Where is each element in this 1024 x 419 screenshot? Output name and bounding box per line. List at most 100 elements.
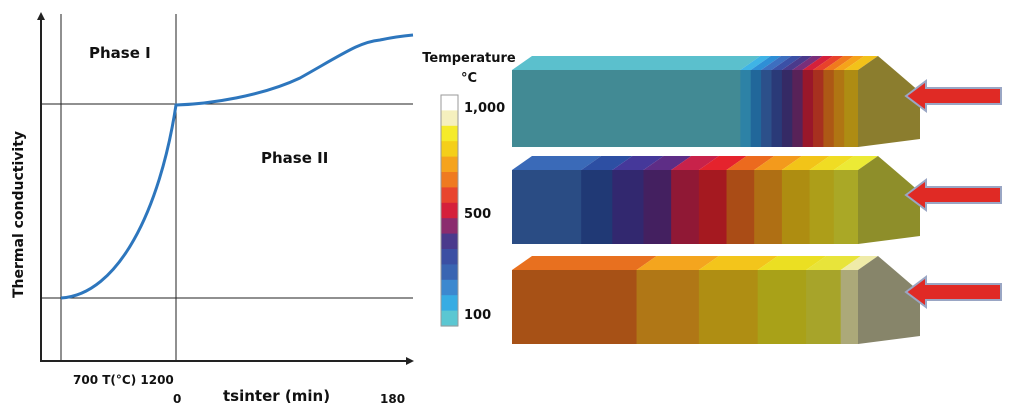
heat-arrow-icon <box>904 79 1002 113</box>
block-front-segment <box>792 70 804 147</box>
block-top-segment <box>833 56 865 70</box>
legend-bar-outline <box>440 94 459 327</box>
block-front-segment <box>781 70 793 147</box>
block-front-segment <box>643 170 672 244</box>
block-top-segment <box>781 156 830 170</box>
block-top-segment <box>809 156 854 170</box>
block-front-segment <box>844 70 859 147</box>
block-top-segment <box>643 156 692 170</box>
block-front-segment <box>757 270 807 344</box>
x-axis-end-label: 180 <box>380 392 405 406</box>
legend-unit: °C <box>461 71 477 86</box>
block-front-segment <box>512 270 638 344</box>
legend-color-bar <box>441 95 458 327</box>
block-front-segment <box>761 70 772 147</box>
x-axis-temperature-label: 700 T(°C) 1200 <box>73 373 174 387</box>
block-front-segment <box>740 70 752 147</box>
bottom-block <box>512 256 920 344</box>
legend-color-band <box>441 187 458 204</box>
temperature-legend: Temperature °C 1,000 500 100 <box>422 51 516 327</box>
x-axis-zero-label: 0 <box>173 392 181 406</box>
block-top-segment <box>840 256 878 270</box>
legend-tick-label: 1,000 <box>464 101 505 116</box>
block-front-segment <box>581 170 613 244</box>
block-front-segment <box>823 70 835 147</box>
legend-color-band <box>441 110 458 127</box>
block-top-segment <box>806 256 861 270</box>
block-front-segment <box>809 170 835 244</box>
conductivity-plot: Phase I Phase II Thermal conductivity 70… <box>11 12 414 406</box>
legend-color-band <box>441 310 458 327</box>
phase-1-label: Phase I <box>89 44 151 62</box>
legend-title: Temperature <box>422 51 516 66</box>
block-top-segment <box>802 56 834 70</box>
block-front-segment <box>612 170 644 244</box>
block-front-segment <box>771 70 783 147</box>
block-top-segment <box>813 56 844 70</box>
legend-color-band <box>441 264 458 281</box>
block-top-segment <box>740 56 771 70</box>
block-top-segment <box>754 156 802 170</box>
block-front-segment <box>636 270 700 344</box>
legend-color-band <box>441 125 458 142</box>
block-front-segment <box>813 70 824 147</box>
block-front-segment <box>781 170 811 244</box>
block-top-segment <box>757 256 827 270</box>
block-front-segment <box>512 70 741 147</box>
legend-color-band <box>441 279 458 296</box>
block-top-segment <box>781 56 813 70</box>
legend-color-band <box>441 249 458 265</box>
block-top-segment <box>512 56 761 70</box>
block-top-segment <box>823 56 854 70</box>
block-end-face <box>858 56 920 147</box>
block-front-segment <box>840 270 859 344</box>
block-top-segment <box>512 156 602 170</box>
block-top-segment <box>698 156 747 170</box>
block-top-segment <box>792 56 823 70</box>
block-front-segment <box>754 170 783 244</box>
y-axis-label: Thermal conductivity <box>11 131 27 298</box>
legend-color-band <box>441 202 458 219</box>
block-top-segment <box>844 56 878 70</box>
block-top-segment <box>671 156 719 170</box>
top-block <box>512 56 920 147</box>
legend-tick-label: 500 <box>464 207 491 222</box>
heat-arrows <box>904 79 1002 309</box>
block-front-segment <box>806 270 842 344</box>
block-top-segment <box>833 156 878 170</box>
block-top-segment <box>581 156 633 170</box>
block-end-face <box>858 156 920 244</box>
block-top-segment <box>512 256 657 270</box>
legend-color-band <box>441 172 458 188</box>
block-front-segment <box>750 70 762 147</box>
block-end-face <box>858 256 920 344</box>
block-front-segment <box>802 70 814 147</box>
legend-color-band <box>441 141 458 158</box>
block-top-segment <box>698 256 778 270</box>
block-front-segment <box>671 170 700 244</box>
x-axis-sinter-label: tsinter (min) <box>223 387 330 405</box>
block-front-segment <box>833 70 845 147</box>
block-top-segment <box>726 156 775 170</box>
block-front-segment <box>698 170 728 244</box>
legend-color-band <box>441 218 458 235</box>
legend-tick-label: 100 <box>464 308 491 323</box>
legend-color-band <box>441 95 458 111</box>
middle-block <box>512 156 920 244</box>
block-top-segment <box>761 56 792 70</box>
phase-2-label: Phase II <box>261 149 328 167</box>
block-front-segment <box>833 170 859 244</box>
block-front-segment <box>698 270 759 344</box>
heat-arrow-icon <box>904 275 1002 309</box>
legend-color-band <box>441 156 458 173</box>
block-front-segment <box>512 170 582 244</box>
legend-color-band <box>441 295 458 312</box>
heat-arrow-icon <box>904 178 1002 212</box>
block-top-segment <box>771 56 802 70</box>
legend-color-band <box>441 233 458 250</box>
block-top-segment <box>612 156 664 170</box>
temperature-blocks <box>512 56 920 344</box>
block-top-segment <box>636 256 719 270</box>
conductivity-curve <box>60 33 414 300</box>
